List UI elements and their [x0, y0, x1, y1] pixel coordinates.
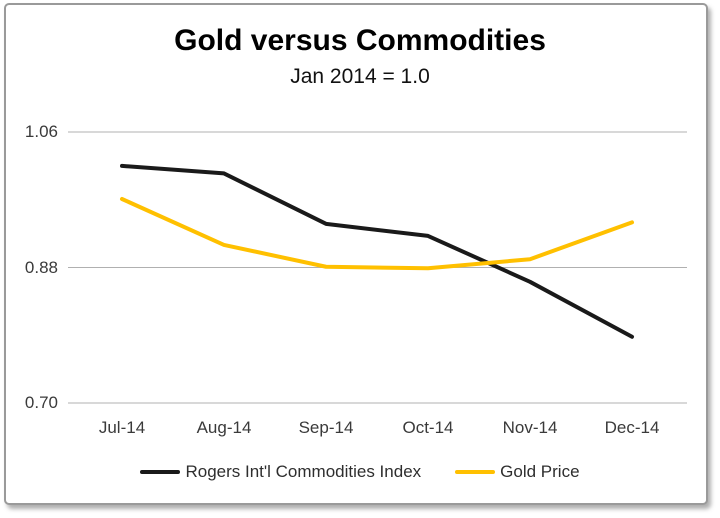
legend-swatch-gold-price — [455, 470, 496, 474]
series-line-rogers-index — [120, 163, 634, 339]
y-tick-label-0.70: 0.70 — [24, 393, 58, 412]
chart-title: Gold versus Commodities — [174, 24, 546, 57]
x-tick-label-Oct-14: Oct-14 — [402, 418, 454, 437]
y-tick-label-0.88: 0.88 — [24, 257, 58, 277]
legend-swatch-rogers-index — [140, 470, 181, 474]
chart-subtitle: Jan 2014 = 1.0 — [290, 65, 430, 88]
legend-item-gold-price: Gold Price — [455, 462, 580, 482]
legend-label-rogers-index: Rogers Int'l Commodities Index — [185, 462, 422, 481]
legend-label-gold-price: Gold Price — [500, 462, 580, 481]
chart-frame — [4, 3, 708, 505]
legend: Rogers Int'l Commodities Index Gold Price — [0, 462, 720, 482]
x-tick-label-Jul-14: Jul-14 — [98, 418, 146, 437]
series-line-gold-price — [120, 196, 634, 271]
y-tick-label-1.06: 1.06 — [24, 122, 58, 141]
x-tick-label-Aug-14: Aug-14 — [196, 418, 252, 437]
legend-item-rogers-index: Rogers Int'l Commodities Index — [140, 462, 421, 482]
x-tick-label-Sep-14: Sep-14 — [298, 418, 354, 437]
x-tick-label-Dec-14: Dec-14 — [604, 418, 660, 437]
x-tick-label-Nov-14: Nov-14 — [502, 418, 558, 437]
